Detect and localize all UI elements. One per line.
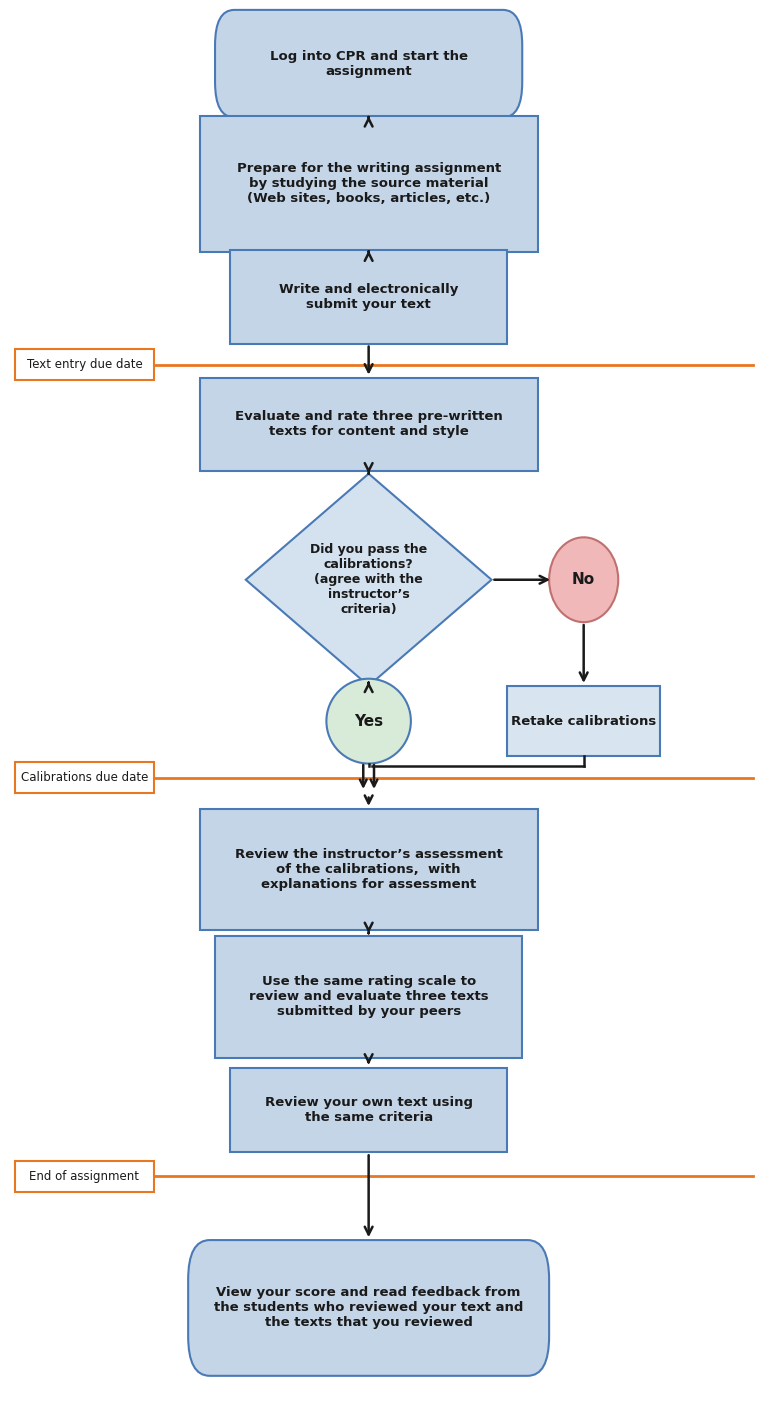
Polygon shape xyxy=(246,474,492,686)
FancyBboxPatch shape xyxy=(15,1161,154,1192)
Text: Review the instructor’s assessment
of the calibrations,  with
explanations for a: Review the instructor’s assessment of th… xyxy=(235,848,502,891)
FancyBboxPatch shape xyxy=(15,349,154,380)
Text: Prepare for the writing assignment
by studying the source material
(Web sites, b: Prepare for the writing assignment by st… xyxy=(237,163,501,205)
Text: Yes: Yes xyxy=(354,714,383,728)
FancyBboxPatch shape xyxy=(188,1240,549,1376)
FancyBboxPatch shape xyxy=(200,378,538,471)
FancyBboxPatch shape xyxy=(230,250,507,344)
Text: Log into CPR and start the
assignment: Log into CPR and start the assignment xyxy=(270,49,468,78)
Text: Retake calibrations: Retake calibrations xyxy=(511,714,657,728)
Text: Review your own text using
the same criteria: Review your own text using the same crit… xyxy=(265,1096,472,1124)
Text: End of assignment: End of assignment xyxy=(29,1169,140,1184)
FancyBboxPatch shape xyxy=(200,116,538,252)
FancyBboxPatch shape xyxy=(215,936,522,1058)
Text: Use the same rating scale to
review and evaluate three texts
submitted by your p: Use the same rating scale to review and … xyxy=(249,976,488,1018)
Text: Text entry due date: Text entry due date xyxy=(27,358,142,372)
FancyBboxPatch shape xyxy=(15,762,154,793)
Ellipse shape xyxy=(326,679,411,764)
Text: Did you pass the
calibrations?
(agree with the
instructor’s
criteria): Did you pass the calibrations? (agree wi… xyxy=(310,543,427,617)
FancyBboxPatch shape xyxy=(215,10,522,117)
FancyBboxPatch shape xyxy=(230,1068,507,1152)
Text: Evaluate and rate three pre-written
texts for content and style: Evaluate and rate three pre-written text… xyxy=(235,410,502,438)
Ellipse shape xyxy=(549,537,618,622)
Text: No: No xyxy=(572,573,595,587)
Text: Write and electronically
submit your text: Write and electronically submit your tex… xyxy=(279,283,458,311)
FancyBboxPatch shape xyxy=(200,809,538,930)
Text: View your score and read feedback from
the students who reviewed your text and
t: View your score and read feedback from t… xyxy=(214,1287,523,1329)
FancyBboxPatch shape xyxy=(507,686,660,756)
Text: Calibrations due date: Calibrations due date xyxy=(21,771,148,785)
